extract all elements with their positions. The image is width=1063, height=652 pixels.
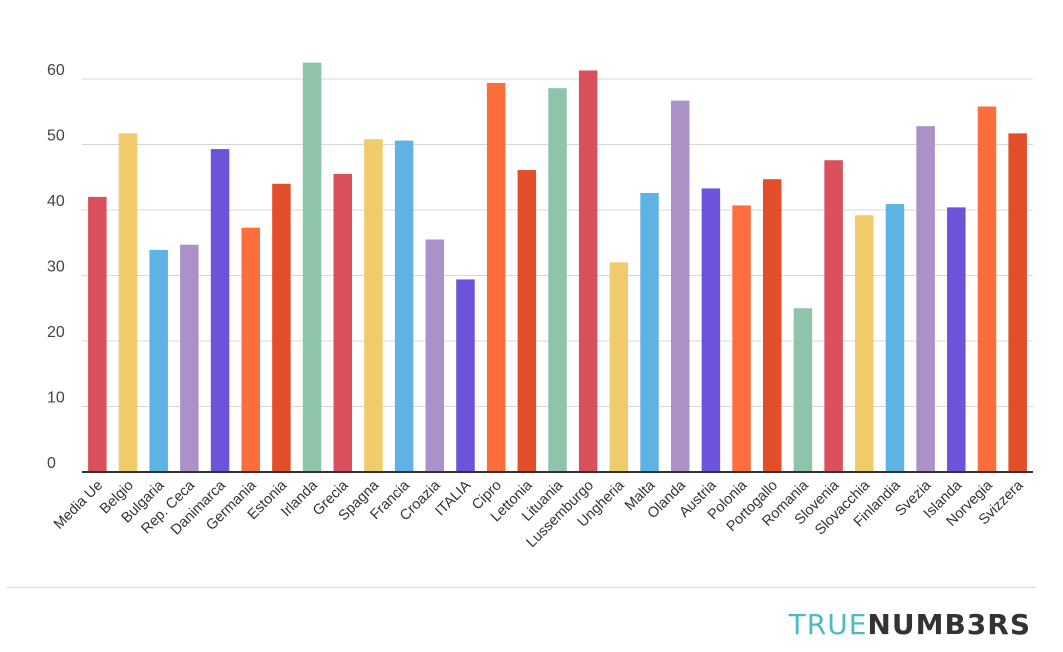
logo-text-numbers: NUMB3RS <box>867 608 1031 641</box>
logo-text-true: TRUE <box>788 608 868 641</box>
bar-islanda <box>947 207 966 472</box>
y-tick-label: 50 <box>47 128 65 145</box>
bar-estonia <box>272 183 291 473</box>
footer-divider <box>6 587 1036 588</box>
bar-germania <box>241 227 260 472</box>
y-tick-label: 60 <box>47 62 65 79</box>
bar-francia <box>394 140 414 472</box>
bar-spagna <box>364 139 383 472</box>
bar-olanda <box>670 100 690 473</box>
brand-logo: TRUENUMB3RS <box>789 608 1031 641</box>
y-tick-label: 10 <box>47 390 65 407</box>
bar-svezia <box>916 126 935 472</box>
y-axis-ticks: 0 10 20 30 40 50 60 <box>47 62 65 472</box>
bar-lettonia <box>517 170 537 473</box>
y-tick-label: 20 <box>47 324 65 341</box>
bars <box>88 62 1027 473</box>
bar-malta <box>640 192 659 472</box>
bar-svizzera <box>1008 133 1027 473</box>
bar-finlandia <box>885 204 905 473</box>
bar-slovenia <box>824 160 843 472</box>
bar-italia <box>456 279 475 472</box>
bar-croazia <box>425 239 445 472</box>
y-tick-label: 40 <box>47 193 65 210</box>
bar-polonia <box>732 205 751 473</box>
bar-media-ue <box>88 196 107 472</box>
bar-lituania <box>548 88 567 473</box>
x-tick-label: ITALIA <box>432 477 474 519</box>
bar-danimarca <box>210 149 230 472</box>
bar-lussemburgo <box>578 70 598 473</box>
bar-portogallo <box>762 179 782 472</box>
y-tick-label: 30 <box>47 259 65 276</box>
bar-ungheria <box>609 262 629 472</box>
bar-cipro <box>486 82 506 473</box>
bar-irlanda <box>302 62 322 472</box>
bar-grecia <box>333 173 353 472</box>
bar-norvegia <box>977 106 997 472</box>
bar-belgio <box>118 133 138 473</box>
y-tick-label: 0 <box>47 455 56 472</box>
bar-slovacchia <box>855 215 874 473</box>
bar-rep-ceca <box>180 244 199 472</box>
bar-austria <box>701 188 721 472</box>
bar-chart: 0 10 20 30 40 50 60 Media UeBelgioBulgariaRep.… <box>47 62 1033 551</box>
bar-romania <box>793 308 813 472</box>
bar-bulgaria <box>149 249 168 472</box>
